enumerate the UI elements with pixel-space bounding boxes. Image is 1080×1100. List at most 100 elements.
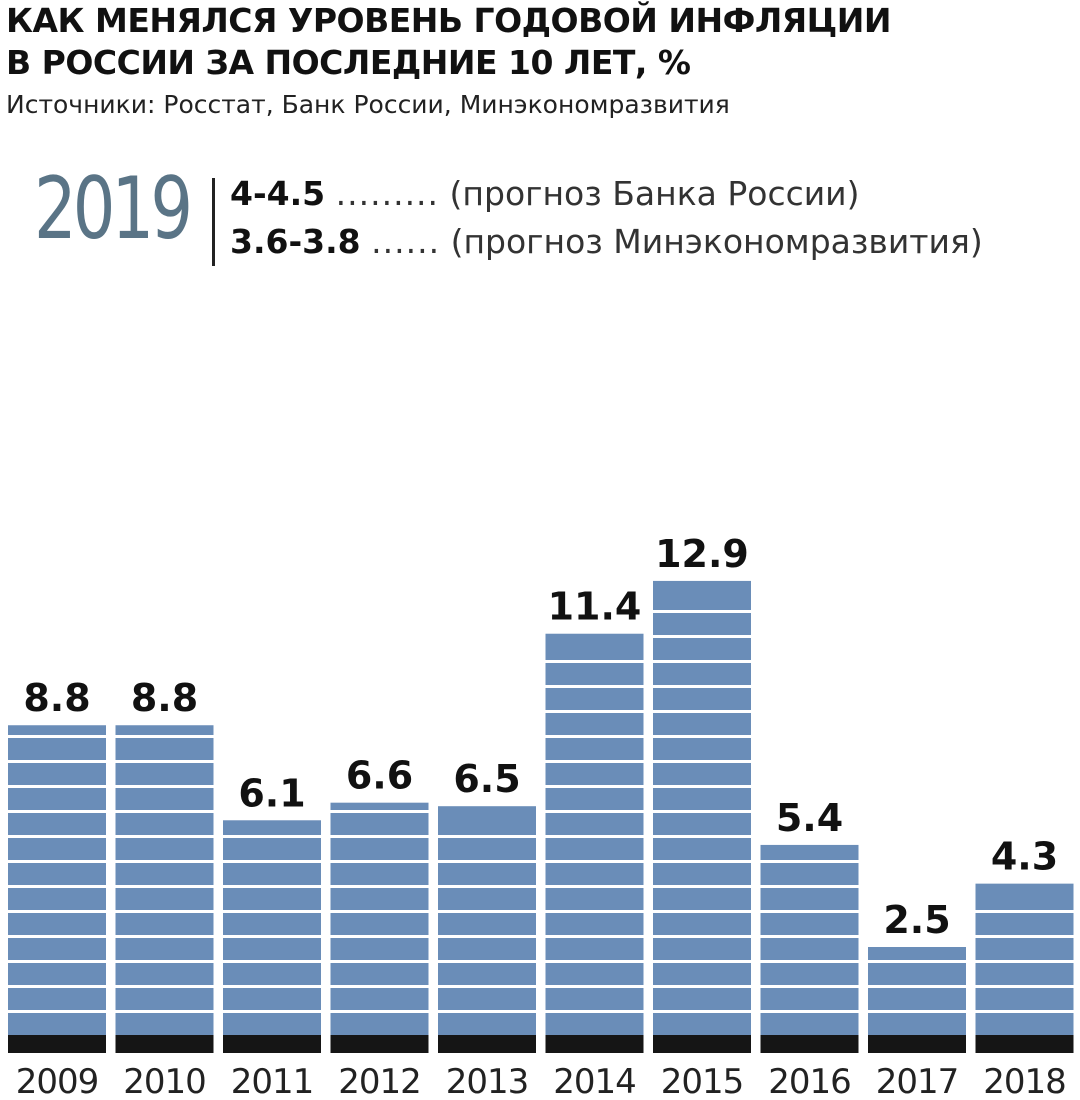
x-tick-label: 2014: [553, 1062, 636, 1100]
bar-stripe: [653, 785, 751, 788]
bar-group-2012: 6.6 2012: [330, 754, 429, 1100]
bar-base: [653, 1035, 751, 1053]
bar-group-2013: 6.5 2013: [438, 757, 536, 1100]
forecast-leader-dots: ......: [371, 222, 441, 261]
bar-stripe: [545, 835, 644, 838]
x-tick-label: 2016: [768, 1062, 851, 1100]
bar-stripe: [8, 810, 106, 813]
bar: [8, 725, 106, 1035]
bar-stripe: [545, 985, 644, 988]
bar-stripe: [545, 735, 644, 738]
bar-stripe: [115, 985, 214, 988]
bar-stripe: [760, 985, 859, 988]
bar: [545, 633, 644, 1035]
data-label: 12.9: [655, 532, 749, 576]
bar: [760, 844, 859, 1035]
bar-stripe: [653, 635, 751, 638]
bar-stripe: [438, 985, 536, 988]
bar-stripe: [868, 960, 966, 963]
data-label: 5.4: [776, 796, 843, 840]
data-label: 4.3: [991, 835, 1058, 879]
bar-stripe: [653, 1010, 751, 1013]
data-label: 6.6: [346, 754, 413, 798]
bar-group-2010: 8.8 2010: [115, 676, 214, 1100]
bar-stripe: [223, 935, 321, 938]
bar: [653, 580, 751, 1035]
bar-group-2018: 4.3 2018: [975, 835, 1074, 1100]
bar-stripe: [223, 910, 321, 913]
bar-stripe: [8, 885, 106, 888]
bar-stripe: [115, 785, 214, 788]
bar-stripe: [223, 860, 321, 863]
bar-stripe: [653, 835, 751, 838]
x-tick-label: 2013: [446, 1062, 529, 1100]
bar: [438, 806, 536, 1035]
bar-stripe: [545, 710, 644, 713]
bar-stripe: [438, 960, 536, 963]
bar-stripe: [8, 835, 106, 838]
bar-stripe: [438, 835, 536, 838]
bar-stripe: [545, 885, 644, 888]
x-tick-label: 2015: [661, 1062, 744, 1100]
bar-chart: 8.8 2009 8.8 2010 6.1 2011 6.6 2012 6.5 2013 11.4 2…: [8, 532, 1074, 1100]
x-tick-label: 2012: [338, 1062, 421, 1100]
bar-stripe: [8, 935, 106, 938]
bar-stripe: [760, 960, 859, 963]
bar-stripe: [438, 1010, 536, 1013]
bar: [115, 725, 214, 1035]
x-tick-label: 2010: [123, 1062, 206, 1100]
bar-base: [8, 1035, 106, 1053]
bar-stripe: [438, 860, 536, 863]
bar: [975, 883, 1074, 1035]
bar-stripe: [545, 960, 644, 963]
bar-stripe: [8, 910, 106, 913]
bar-stripe: [545, 810, 644, 813]
bar-stripe: [653, 735, 751, 738]
bar-base: [330, 1035, 429, 1053]
bar-base: [868, 1035, 966, 1053]
bar-stripe: [653, 810, 751, 813]
x-tick-label: 2017: [876, 1062, 959, 1100]
bar-stripe: [760, 935, 859, 938]
bar-stripe: [115, 810, 214, 813]
bar-stripe: [545, 685, 644, 688]
bar-stripe: [653, 710, 751, 713]
bar-stripe: [8, 985, 106, 988]
bar-stripe: [653, 960, 751, 963]
data-label: 2.5: [883, 898, 950, 942]
x-tick-label: 2009: [16, 1062, 99, 1100]
bar-stripe: [653, 760, 751, 763]
bar-stripe: [330, 910, 429, 913]
forecast-note: (прогноз Минэкономразвития): [450, 222, 983, 261]
forecast-value: 3.6-3.8: [230, 222, 361, 261]
x-tick-label: 2011: [231, 1062, 314, 1100]
bar-stripe: [115, 885, 214, 888]
data-label: 11.4: [548, 585, 642, 629]
bar-stripe: [653, 910, 751, 913]
forecast-leader-dots: .........: [335, 174, 440, 213]
bar-stripe: [330, 885, 429, 888]
source-note: Источники: Росстат, Банк России, Минэкон…: [6, 90, 730, 119]
forecast-row-ministry: 3.6-3.8 ...... (прогноз Минэкономразвити…: [230, 222, 983, 261]
bar-stripe: [653, 985, 751, 988]
chart-title-line-2: В РОССИИ ЗА ПОСЛЕДНИЕ 10 ЛЕТ, %: [6, 43, 691, 82]
bar-stripe: [115, 1010, 214, 1013]
bar: [223, 820, 321, 1035]
forecast-block: 2019 4-4.5 ......... (прогноз Банка Росс…: [34, 159, 1074, 278]
bar-stripe: [975, 960, 1074, 963]
bar-stripe: [115, 935, 214, 938]
bar-stripe: [8, 785, 106, 788]
bar-stripe: [760, 860, 859, 863]
bar-stripe: [8, 860, 106, 863]
bar-group-2016: 5.4 2016: [760, 796, 859, 1100]
bar-stripe: [330, 985, 429, 988]
forecast-divider: [212, 178, 215, 266]
bar-stripe: [115, 910, 214, 913]
bar-stripe: [975, 935, 1074, 938]
bar-stripe: [330, 835, 429, 838]
bar-stripe: [545, 660, 644, 663]
bar-group-2009: 8.8 2009: [8, 676, 106, 1100]
bar-stripe: [8, 735, 106, 738]
chart-title-line-1: КАК МЕНЯЛСЯ УРОВЕНЬ ГОДОВОЙ ИНФЛЯЦИИ: [6, 1, 892, 40]
bar-base: [975, 1035, 1074, 1053]
